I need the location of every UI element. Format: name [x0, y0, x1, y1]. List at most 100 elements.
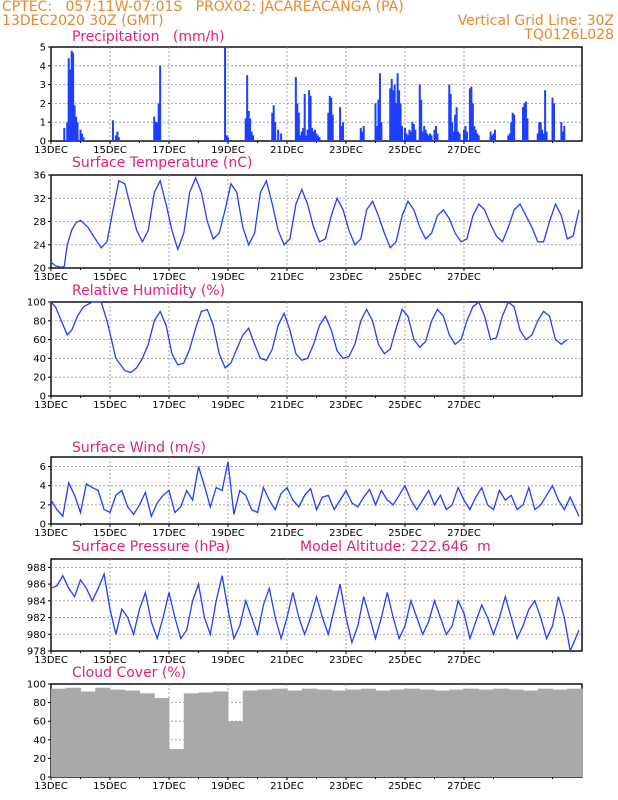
cloud-ytick-label: 40: [33, 735, 46, 746]
precip-bar: [464, 125, 467, 141]
cloud-bar: [508, 689, 524, 777]
precip-xtick-label: 19DEC: [211, 145, 245, 156]
cloud-bar: [537, 688, 553, 777]
pres-xtick-label: 21DEC: [270, 655, 304, 666]
cloud-bar: [213, 691, 229, 777]
precip-bar: [75, 116, 78, 141]
precip-bar: [430, 135, 433, 141]
cloud-xtick-label: 21DEC: [270, 781, 304, 792]
precip-bar: [398, 90, 401, 141]
precip-bar: [396, 73, 399, 141]
precip-bar: [340, 125, 343, 141]
precip-bar: [538, 122, 541, 141]
cloud-bar: [375, 690, 391, 777]
cloud-bar: [434, 690, 450, 777]
precip-bar: [552, 103, 555, 141]
cloud-xtick-label: 23DEC: [329, 781, 363, 792]
cloud-bar: [405, 688, 421, 777]
wind-ytick-label: 0: [40, 520, 46, 531]
precip-frame: [50, 46, 583, 142]
precip-bar: [513, 114, 516, 141]
cloud-title: Cloud Cover (%): [72, 665, 187, 681]
precip-bar: [271, 112, 274, 141]
precip-bar: [250, 131, 253, 141]
cloud-bar: [552, 689, 568, 777]
precip-bar: [378, 73, 381, 141]
precip-bar: [563, 125, 566, 141]
wind-ytick-label: 6: [40, 462, 46, 473]
temp-xtick-label: 19DEC: [211, 272, 245, 283]
precip-bar: [522, 107, 524, 141]
precip-bar: [247, 110, 250, 141]
precip-bar: [457, 131, 460, 141]
precip-bar: [297, 112, 300, 141]
wind-xtick-label: 15DEC: [93, 528, 127, 539]
precip-bar: [294, 77, 297, 141]
precip-bar: [455, 107, 458, 141]
precip-bar: [409, 131, 412, 141]
precip-bar: [474, 129, 477, 141]
wind-xtick-label: 13DEC: [34, 528, 68, 539]
precip-bar: [421, 131, 424, 141]
precip-bar: [111, 120, 114, 141]
cloud-ytick-label: 0: [40, 773, 46, 784]
precip-xtick-label: 13DEC: [34, 145, 68, 156]
precip-bar: [401, 125, 404, 141]
precip-bar: [449, 94, 452, 141]
rh-xtick-label: 25DEC: [388, 400, 422, 411]
rh-title: Relative Humidity (%): [72, 283, 226, 299]
precip-bar: [311, 127, 314, 141]
precip-bar: [157, 103, 160, 141]
precip-bar: [492, 133, 495, 141]
rh-xtick-label: 19DEC: [211, 400, 245, 411]
wind-xtick-label: 19DEC: [211, 528, 245, 539]
precip-bar: [427, 135, 430, 141]
precip-bar: [116, 131, 119, 141]
precip-bar: [395, 103, 398, 141]
temp-ytick-label: 20: [33, 264, 46, 275]
temp-xtick-label: 21DEC: [270, 272, 304, 283]
precip-bar: [399, 103, 402, 141]
cloud-bar: [242, 690, 258, 777]
pres-ytick-label: 984: [27, 596, 46, 607]
rh-ytick-label: 100: [27, 298, 46, 309]
precip-xtick-label: 25DEC: [388, 145, 422, 156]
precip-bar: [433, 129, 436, 141]
precip-bar: [315, 133, 318, 141]
temp-ytick-label: 32: [33, 194, 46, 205]
precip-bar: [361, 131, 364, 141]
precip-bar: [224, 47, 227, 141]
precip-bar: [551, 97, 554, 141]
wind-ytick-label: 2: [40, 500, 46, 511]
precip-bar: [454, 114, 457, 141]
precip-bar: [330, 97, 333, 141]
cloud-bar: [360, 688, 376, 777]
cloud-bar: [51, 688, 67, 777]
precip-bar: [375, 125, 378, 141]
cloud-xtick-label: 25DEC: [388, 781, 422, 792]
cloud-bar: [80, 691, 96, 777]
precip-bar: [429, 133, 432, 141]
precip-bar: [473, 125, 476, 141]
cloud-bar: [95, 687, 111, 777]
rh-frame: [50, 301, 583, 397]
precip-bar: [72, 52, 75, 141]
temp-xtick-label: 13DEC: [34, 272, 68, 283]
cloud-bar: [316, 689, 332, 777]
precip-bar: [524, 101, 527, 141]
precip-bar: [156, 122, 159, 141]
precip-bar: [318, 137, 321, 141]
precip-bar: [309, 95, 312, 141]
cloud-bar: [419, 689, 435, 777]
precip-bar: [406, 135, 409, 141]
precip-bar: [377, 99, 380, 141]
precip-bar: [470, 86, 473, 141]
precip-bar: [451, 122, 454, 141]
precip-bar: [66, 122, 69, 141]
cloud-bar: [228, 721, 244, 777]
precip-bar: [306, 129, 309, 141]
precip-bar: [508, 133, 511, 141]
precip-bar: [300, 131, 303, 141]
precip-bar: [545, 131, 548, 141]
precip-bar: [380, 122, 383, 141]
